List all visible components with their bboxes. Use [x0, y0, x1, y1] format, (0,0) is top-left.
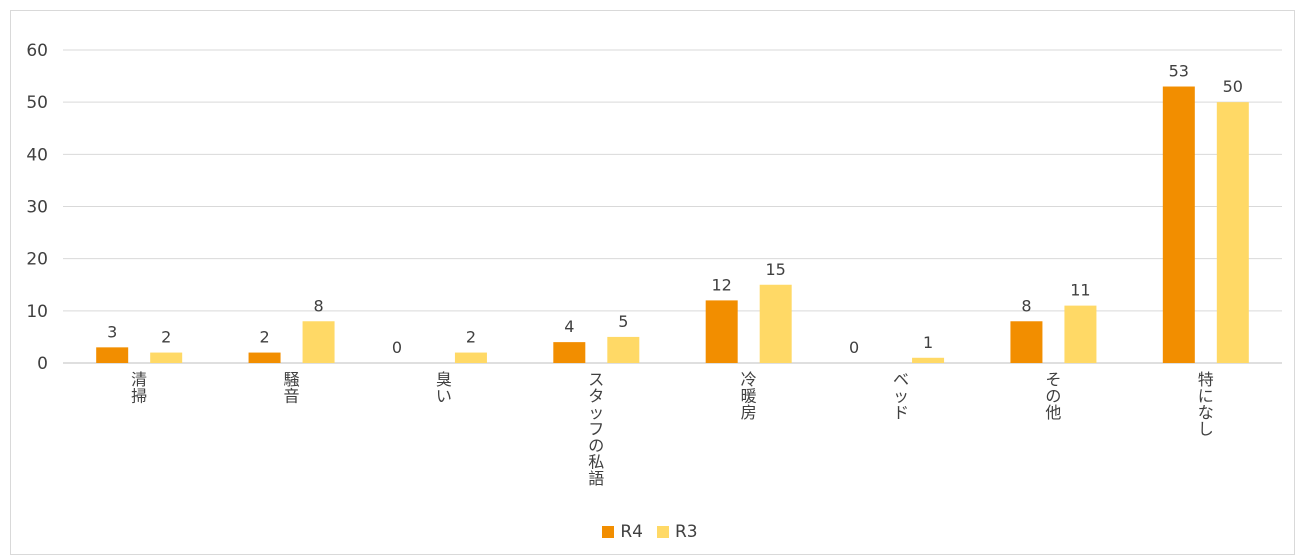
data-label-r3: 15 — [766, 260, 786, 279]
legend-label-r4: R4 — [620, 522, 643, 542]
x-category-char: 房 — [741, 403, 757, 422]
data-label-r3: 2 — [466, 328, 476, 347]
data-label-r4: 8 — [1021, 296, 1031, 315]
bar-r4 — [96, 347, 129, 363]
x-category-char: い — [436, 387, 452, 406]
x-category-label: スタッフの私語 — [588, 370, 604, 488]
data-label-r3: 1 — [923, 333, 933, 352]
data-label-r3: 50 — [1223, 77, 1243, 96]
y-tick-label: 60 — [26, 41, 48, 61]
bar-r4 — [248, 352, 281, 363]
data-label-r3: 5 — [618, 312, 628, 331]
x-category-char: ッ — [588, 403, 604, 422]
data-label-r3: 2 — [161, 328, 171, 347]
y-tick-label: 10 — [26, 302, 48, 322]
x-category-char: 他 — [1045, 403, 1061, 422]
x-category-char: に — [1198, 387, 1214, 406]
legend: R4 R3 — [0, 522, 1300, 542]
y-tick-label: 0 — [37, 354, 48, 374]
x-category-char: 暖 — [741, 387, 757, 406]
data-label-r4: 0 — [849, 338, 859, 357]
data-label-r3: 11 — [1070, 281, 1090, 300]
data-label-r4: 53 — [1169, 62, 1189, 81]
x-category-label: 騒音 — [284, 370, 300, 406]
x-category-char: 臭 — [436, 370, 452, 389]
y-tick-label: 20 — [26, 250, 48, 270]
bar-r3 — [302, 321, 335, 363]
x-category-char: の — [1045, 387, 1061, 406]
x-category-label: ベッド — [893, 370, 909, 422]
x-category-char: 音 — [284, 387, 300, 406]
bars — [96, 86, 1249, 364]
x-category-char: し — [1198, 420, 1214, 439]
legend-item-r4: R4 — [602, 522, 643, 542]
y-axis-tick-labels: 0 10 20 30 40 50 60 — [26, 41, 48, 374]
bar-r3 — [1064, 305, 1097, 363]
chart-frame — [10, 10, 1295, 555]
legend-swatch-r4 — [602, 526, 615, 538]
legend-swatch-r3 — [657, 526, 669, 538]
x-category-char: 冷 — [741, 370, 757, 389]
bar-r3 — [607, 336, 640, 363]
y-tick-label: 40 — [26, 145, 48, 165]
x-category-char: ス — [588, 370, 604, 389]
bar-r4 — [553, 342, 586, 363]
x-category-label: 冷暖房 — [741, 370, 757, 422]
legend-item-r3: R3 — [657, 522, 698, 542]
bar-r3 — [454, 352, 487, 363]
x-category-label: 清掃 — [131, 370, 147, 406]
x-category-char: 語 — [588, 469, 604, 488]
bar-r3 — [1216, 102, 1249, 364]
data-label-r4: 2 — [259, 328, 269, 347]
x-category-char: そ — [1045, 370, 1061, 389]
x-category-char: フ — [588, 420, 604, 439]
y-tick-label: 30 — [26, 198, 48, 218]
x-category-char: ッ — [893, 387, 909, 406]
legend-label-r3: R3 — [675, 522, 698, 542]
x-category-char: 清 — [131, 370, 147, 389]
x-category-char: 私 — [588, 453, 604, 472]
bar-r3 — [150, 352, 183, 363]
x-category-char: 騒 — [284, 370, 300, 389]
bar-r3 — [759, 284, 792, 363]
x-category-char: の — [588, 436, 604, 455]
x-category-char: な — [1198, 403, 1214, 422]
data-label-r4: 4 — [564, 317, 574, 336]
x-category-label: 特になし — [1198, 370, 1214, 439]
data-label-r4: 12 — [712, 275, 732, 294]
bar-r4 — [1010, 321, 1043, 363]
x-category-char: 掃 — [131, 387, 147, 406]
x-category-label: その他 — [1045, 370, 1061, 422]
x-category-char: ド — [893, 403, 909, 422]
x-category-label: 臭い — [436, 370, 452, 406]
x-category-char: ベ — [893, 370, 909, 389]
x-category-char: 特 — [1198, 370, 1214, 389]
gridlines — [63, 49, 1282, 364]
data-label-r4: 0 — [392, 338, 402, 357]
bar-r4 — [705, 300, 738, 363]
bar-r3 — [912, 357, 945, 363]
x-category-char: タ — [588, 387, 604, 406]
data-label-r4: 3 — [107, 322, 117, 341]
y-tick-label: 50 — [26, 93, 48, 113]
data-label-r3: 8 — [313, 296, 323, 315]
bar-r4 — [1162, 86, 1195, 364]
